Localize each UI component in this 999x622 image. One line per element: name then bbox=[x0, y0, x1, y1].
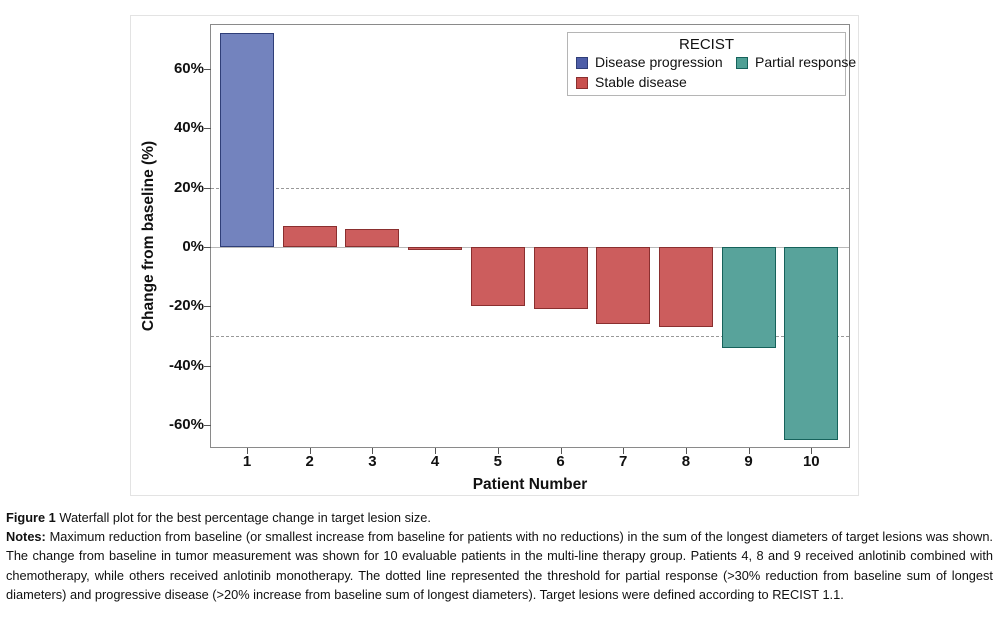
y-tick-label: 40% bbox=[173, 119, 204, 137]
figure-caption: Figure 1 Waterfall plot for the best per… bbox=[6, 508, 993, 604]
figure-title-text: Waterfall plot for the best percentage c… bbox=[55, 510, 431, 525]
legend-swatch-progression-icon bbox=[576, 56, 588, 69]
y-tick-label: -20% bbox=[168, 297, 204, 315]
x-tick-8 bbox=[685, 448, 687, 454]
y-tick-label: 60% bbox=[173, 59, 204, 77]
legend: RECIST Disease progression Partial respon… bbox=[567, 32, 856, 96]
y-tick-60 bbox=[204, 68, 211, 70]
x-tick-6 bbox=[560, 448, 562, 454]
legend-item-stable: Stable disease bbox=[576, 74, 736, 91]
bar-patient-10 bbox=[784, 247, 839, 440]
x-tick-label: 4 bbox=[430, 453, 440, 470]
x-tick-7 bbox=[623, 448, 625, 454]
notes-text: Maximum reduction from baseline (or smal… bbox=[6, 529, 993, 602]
legend-swatch-partial-icon bbox=[736, 56, 748, 69]
x-tick-label: 7 bbox=[619, 453, 628, 470]
bar-patient-7 bbox=[596, 247, 651, 325]
x-tick-9 bbox=[748, 448, 750, 454]
y-tick--60 bbox=[204, 425, 211, 427]
legend-item-partial: Partial response bbox=[736, 54, 856, 71]
bar-patient-6 bbox=[533, 247, 588, 310]
plot-area: Change from baseline (%) Patient Number … bbox=[140, 24, 856, 493]
y-tick-label: 0% bbox=[182, 238, 204, 255]
x-tick-label: 5 bbox=[493, 453, 502, 470]
legend-swatch-stable-icon bbox=[576, 76, 588, 89]
x-tick-1 bbox=[247, 448, 248, 454]
legend-label: Disease progression bbox=[595, 54, 723, 70]
bar-patient-8 bbox=[658, 247, 713, 328]
bar-patient-9 bbox=[721, 247, 776, 348]
x-tick-label: 1 bbox=[242, 453, 252, 470]
x-tick-label: 10 bbox=[802, 453, 820, 470]
legend-title: RECIST bbox=[678, 36, 734, 53]
x-tick-label: 2 bbox=[305, 453, 314, 470]
bar-patient-5 bbox=[470, 247, 525, 307]
x-tick-10 bbox=[811, 448, 813, 454]
x-tick-2 bbox=[309, 448, 311, 454]
zero-baseline bbox=[211, 247, 849, 248]
x-tick-label: 6 bbox=[556, 453, 565, 470]
x-tick-label: 8 bbox=[681, 453, 691, 470]
legend-entries: Disease progression Partial response Stabl… bbox=[576, 54, 856, 91]
bar-patient-3 bbox=[345, 229, 400, 247]
y-tick-label: 20% bbox=[173, 178, 204, 196]
bar-patient-2 bbox=[282, 226, 337, 247]
waterfall-figure: Change from baseline (%) Patient Number … bbox=[130, 15, 859, 496]
y-tick--20 bbox=[204, 306, 211, 308]
figure-label: Figure 1 bbox=[6, 510, 56, 525]
y-tick-20 bbox=[204, 187, 211, 189]
x-tick-label: 3 bbox=[368, 453, 377, 470]
x-tick-3 bbox=[372, 448, 374, 454]
y-tick-0 bbox=[204, 247, 211, 248]
x-axis-title: Patient Number bbox=[472, 476, 588, 493]
x-tick-5 bbox=[497, 448, 499, 454]
x-tick-4 bbox=[435, 448, 437, 454]
x-tick-label: 9 bbox=[744, 453, 753, 470]
legend-label: Stable disease bbox=[595, 74, 687, 90]
y-tick--40 bbox=[204, 365, 211, 367]
y-tick-40 bbox=[204, 128, 211, 130]
legend-label: Partial response bbox=[755, 54, 857, 70]
reference-line-20pct bbox=[211, 187, 849, 189]
legend-item-progression: Disease progression bbox=[576, 54, 736, 71]
bar-patient-4 bbox=[408, 247, 463, 250]
reference-line--30pct bbox=[211, 336, 849, 337]
y-tick-label: -40% bbox=[168, 356, 204, 374]
y-tick-label: -60% bbox=[168, 416, 204, 434]
notes-label: Notes: bbox=[6, 529, 46, 545]
bar-patient-1 bbox=[220, 33, 274, 247]
